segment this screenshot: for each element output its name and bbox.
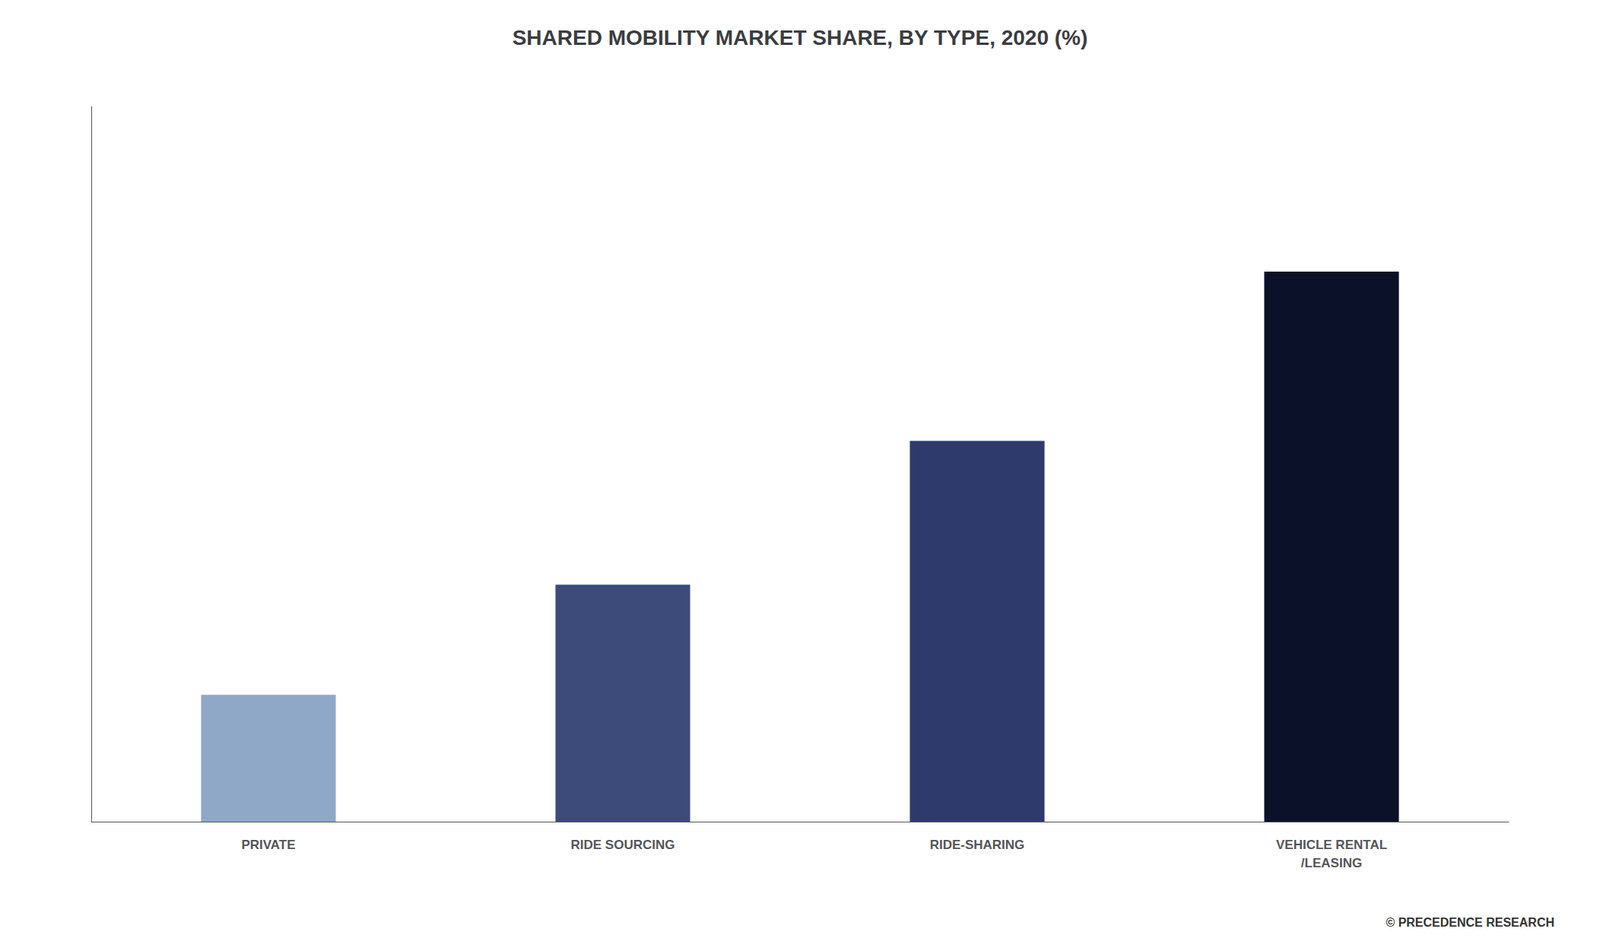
svg-text:/LEASING: /LEASING	[1301, 855, 1362, 870]
svg-text:SHARED MOBILITY MARKET SHARE,: SHARED MOBILITY MARKET SHARE, BY TYPE, 2…	[512, 25, 1089, 50]
svg-text:RIDE SOURCING: RIDE SOURCING	[571, 837, 676, 852]
svg-text:© PRECEDENCE RESEARCH: © PRECEDENCE RESEARCH	[1385, 915, 1555, 929]
svg-text:VEHICLE RENTAL: VEHICLE RENTAL	[1276, 837, 1388, 852]
svg-text:RIDE-SHARING: RIDE-SHARING	[930, 837, 1026, 852]
svg-text:PRIVATE: PRIVATE	[241, 837, 296, 852]
